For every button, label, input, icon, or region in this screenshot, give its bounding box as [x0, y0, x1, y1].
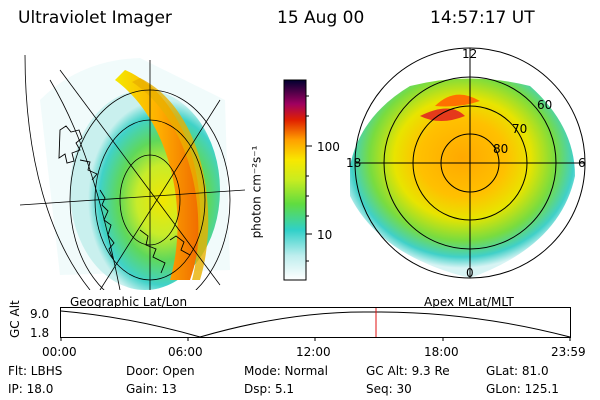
instrument-title: Ultraviolet Imager [18, 8, 172, 28]
seq-info: Seq: 30 [366, 382, 412, 396]
mlat-label-80: 80 [493, 142, 509, 156]
colorbar-tick-10: 10 [317, 228, 333, 242]
mlt-label-6: 6 [578, 156, 586, 170]
time-tick-0000: 00:00 [42, 345, 77, 359]
altitude-axis-label: GC Alt [8, 300, 22, 338]
gc-alt-info: GC Alt: 9.3 Re [366, 364, 450, 378]
glat-info: GLat: 81.0 [486, 364, 549, 378]
gain-info: Gain: 13 [126, 382, 177, 396]
time-tick-2359: 23:59 [551, 345, 586, 359]
mlt-label-12: 12 [462, 47, 478, 61]
polar-aurora-image [350, 47, 586, 279]
colorbar-unit-label: photon cm⁻²s⁻¹ [249, 145, 264, 239]
altitude-tick-9: 9.0 [30, 307, 50, 321]
glon-info: GLon: 125.1 [486, 382, 559, 396]
geographic-panel-label: Geographic Lat/Lon [70, 295, 188, 309]
mlat-label-60: 60 [537, 98, 553, 112]
mlt-label-0: 0 [466, 266, 474, 280]
dsp-info: Dsp: 5.1 [244, 382, 295, 396]
door-info: Door: Open [126, 364, 195, 378]
ip-info: IP: 18.0 [8, 382, 54, 396]
geographic-aurora-image [20, 54, 245, 290]
date-label: 15 Aug 00 [277, 8, 365, 28]
altitude-tick-1-8: 1.8 [30, 326, 50, 340]
filter-info: Flt: LBHS [8, 364, 63, 378]
mode-info: Mode: Normal [244, 364, 328, 378]
altitude-strip-plot [60, 307, 571, 341]
apex-panel-label: Apex MLat/MLT [424, 295, 514, 309]
intensity-colorbar [283, 79, 312, 281]
time-tick-1200: 12:00 [296, 345, 331, 359]
time-label: 14:57:17 UT [430, 8, 535, 28]
time-tick-0600: 06:00 [168, 345, 203, 359]
colorbar-tick-100: 100 [317, 140, 340, 154]
time-tick-1800: 18:00 [424, 345, 459, 359]
mlat-label-70: 70 [512, 122, 528, 136]
mlt-label-18: 18 [346, 156, 362, 170]
